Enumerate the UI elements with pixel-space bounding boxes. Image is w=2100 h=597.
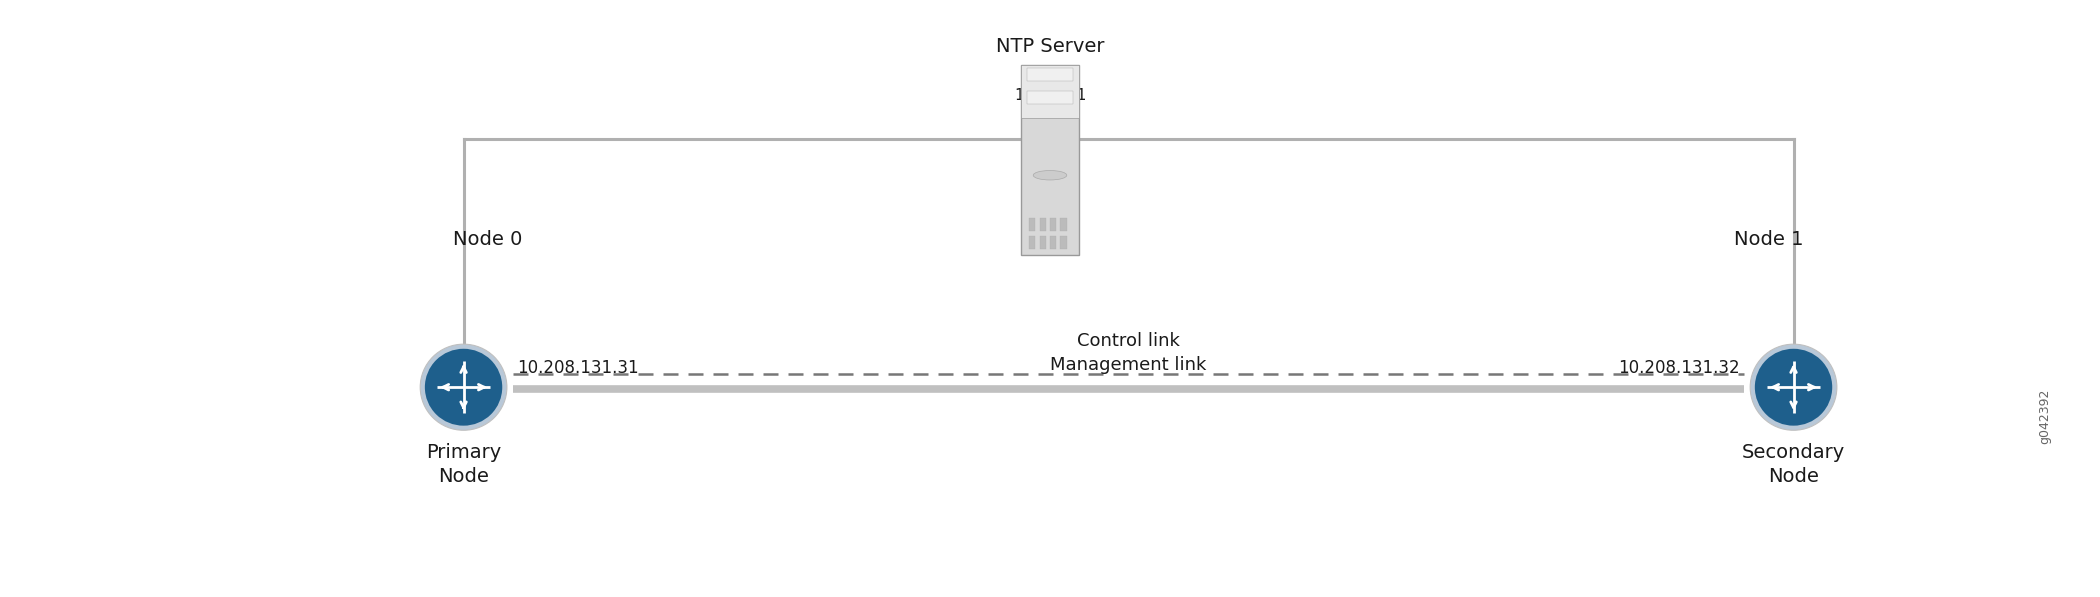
Text: Management link: Management link bbox=[1050, 356, 1208, 374]
FancyBboxPatch shape bbox=[1027, 91, 1073, 104]
FancyBboxPatch shape bbox=[1050, 218, 1056, 231]
Ellipse shape bbox=[420, 344, 506, 430]
FancyBboxPatch shape bbox=[1040, 218, 1046, 231]
Text: 10.208.131.32: 10.208.131.32 bbox=[1619, 359, 1741, 377]
Text: Node 1: Node 1 bbox=[1735, 230, 1804, 249]
Text: Node 0: Node 0 bbox=[454, 230, 523, 249]
FancyBboxPatch shape bbox=[1050, 236, 1056, 249]
Text: 10.208.131.31: 10.208.131.31 bbox=[517, 359, 638, 377]
Ellipse shape bbox=[1749, 344, 1838, 430]
FancyBboxPatch shape bbox=[1027, 68, 1073, 81]
Text: g042392: g042392 bbox=[2039, 389, 2052, 445]
Ellipse shape bbox=[1756, 349, 1831, 426]
FancyBboxPatch shape bbox=[1060, 218, 1067, 231]
FancyBboxPatch shape bbox=[1021, 66, 1079, 118]
FancyBboxPatch shape bbox=[1029, 236, 1035, 249]
FancyBboxPatch shape bbox=[1040, 236, 1046, 249]
Text: Control link: Control link bbox=[1077, 332, 1180, 350]
Text: Secondary
Node: Secondary Node bbox=[1741, 444, 1846, 486]
Ellipse shape bbox=[424, 349, 502, 426]
Circle shape bbox=[1033, 171, 1067, 180]
FancyBboxPatch shape bbox=[1029, 218, 1035, 231]
Text: 1.1.1.121: 1.1.1.121 bbox=[1014, 88, 1086, 103]
FancyBboxPatch shape bbox=[1060, 236, 1067, 249]
FancyBboxPatch shape bbox=[1021, 66, 1079, 255]
Text: Primary
Node: Primary Node bbox=[426, 444, 502, 486]
Text: NTP Server: NTP Server bbox=[995, 37, 1105, 56]
